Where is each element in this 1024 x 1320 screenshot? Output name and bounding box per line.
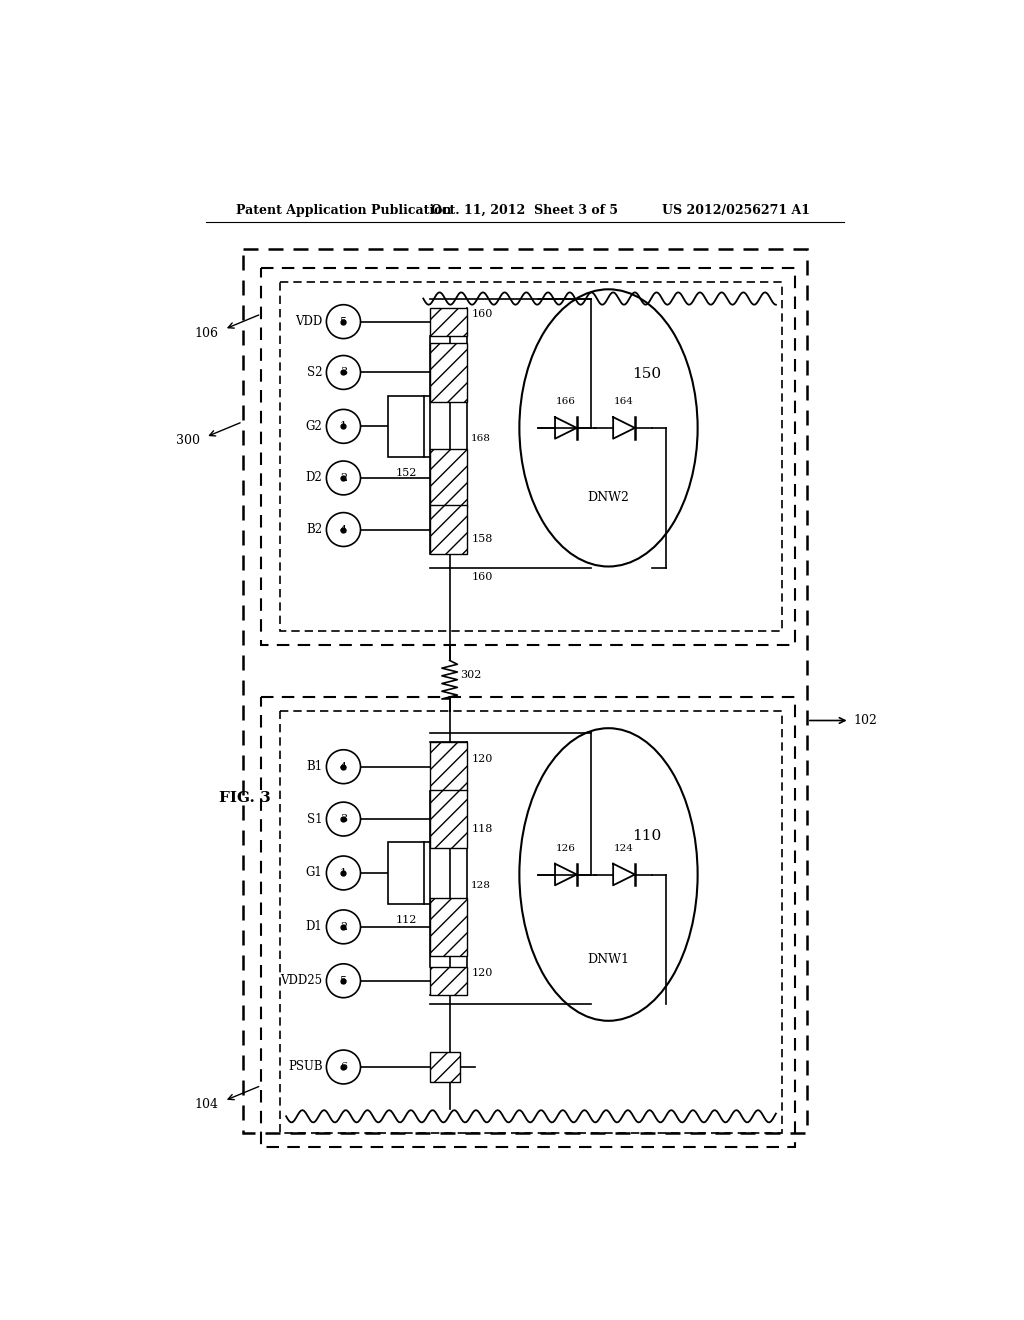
Text: 3: 3	[340, 367, 347, 378]
Text: 150: 150	[632, 367, 660, 381]
Text: 128: 128	[471, 880, 490, 890]
Bar	[388, 396, 424, 457]
Text: 300: 300	[176, 434, 200, 447]
Bar	[430, 742, 467, 792]
Text: 6: 6	[340, 1063, 347, 1072]
Bar	[243, 249, 807, 1133]
Text: Patent Application Publication: Patent Application Publication	[237, 205, 452, 218]
Text: 1: 1	[340, 869, 347, 878]
Text: 168: 168	[471, 434, 490, 444]
Bar	[430, 1052, 460, 1082]
Text: G2: G2	[306, 420, 323, 433]
Text: 104: 104	[195, 1098, 219, 1111]
Text: DNW2: DNW2	[588, 491, 630, 504]
Text: S1: S1	[307, 813, 323, 825]
Text: 3: 3	[340, 814, 347, 824]
Text: D1: D1	[306, 920, 323, 933]
Bar	[430, 966, 467, 995]
Text: B2: B2	[306, 523, 323, 536]
Bar	[430, 506, 467, 554]
Text: VDD25: VDD25	[281, 974, 323, 987]
Text: 120: 120	[472, 755, 494, 764]
Text: 4: 4	[340, 524, 347, 535]
Text: S2: S2	[307, 366, 323, 379]
Text: 112: 112	[395, 915, 417, 924]
Text: 158: 158	[472, 535, 494, 544]
Bar	[261, 268, 795, 645]
Bar	[430, 449, 467, 507]
Text: 120: 120	[472, 969, 494, 978]
Bar	[430, 308, 467, 335]
Text: 152: 152	[395, 469, 417, 478]
Bar	[430, 789, 467, 849]
Text: 118: 118	[472, 824, 494, 834]
Text: PSUB: PSUB	[288, 1060, 323, 1073]
Text: 106: 106	[195, 326, 219, 339]
Bar	[280, 711, 782, 1133]
Text: 102: 102	[853, 714, 878, 727]
Text: 124: 124	[614, 843, 634, 853]
Text: Oct. 11, 2012  Sheet 3 of 5: Oct. 11, 2012 Sheet 3 of 5	[431, 205, 618, 218]
Bar	[280, 281, 782, 631]
Text: 2: 2	[340, 473, 347, 483]
Text: US 2012/0256271 A1: US 2012/0256271 A1	[662, 205, 810, 218]
Text: 4: 4	[340, 762, 347, 772]
Text: 5: 5	[340, 317, 347, 326]
Text: 116: 116	[432, 900, 452, 909]
Text: 5: 5	[340, 975, 347, 986]
Bar	[430, 898, 467, 956]
Text: 110: 110	[632, 829, 662, 843]
Text: 156: 156	[432, 453, 452, 462]
Bar	[261, 697, 795, 1147]
Text: 166: 166	[556, 397, 575, 407]
Text: VDD: VDD	[295, 315, 323, 329]
Text: 2: 2	[340, 921, 347, 932]
Text: 114: 114	[432, 917, 452, 927]
Text: 302: 302	[461, 671, 482, 680]
Text: G1: G1	[306, 866, 323, 879]
Text: 154: 154	[432, 471, 452, 480]
Text: 160: 160	[472, 309, 494, 319]
Bar	[388, 842, 424, 904]
Text: 160: 160	[472, 572, 494, 582]
Text: D2: D2	[306, 471, 323, 484]
Text: DNW1: DNW1	[588, 953, 630, 966]
Text: B1: B1	[306, 760, 323, 774]
Bar	[430, 343, 467, 401]
Text: 126: 126	[556, 843, 575, 853]
Text: FIG. 3: FIG. 3	[219, 791, 271, 804]
Text: 1: 1	[340, 421, 347, 432]
Text: 164: 164	[614, 397, 634, 407]
